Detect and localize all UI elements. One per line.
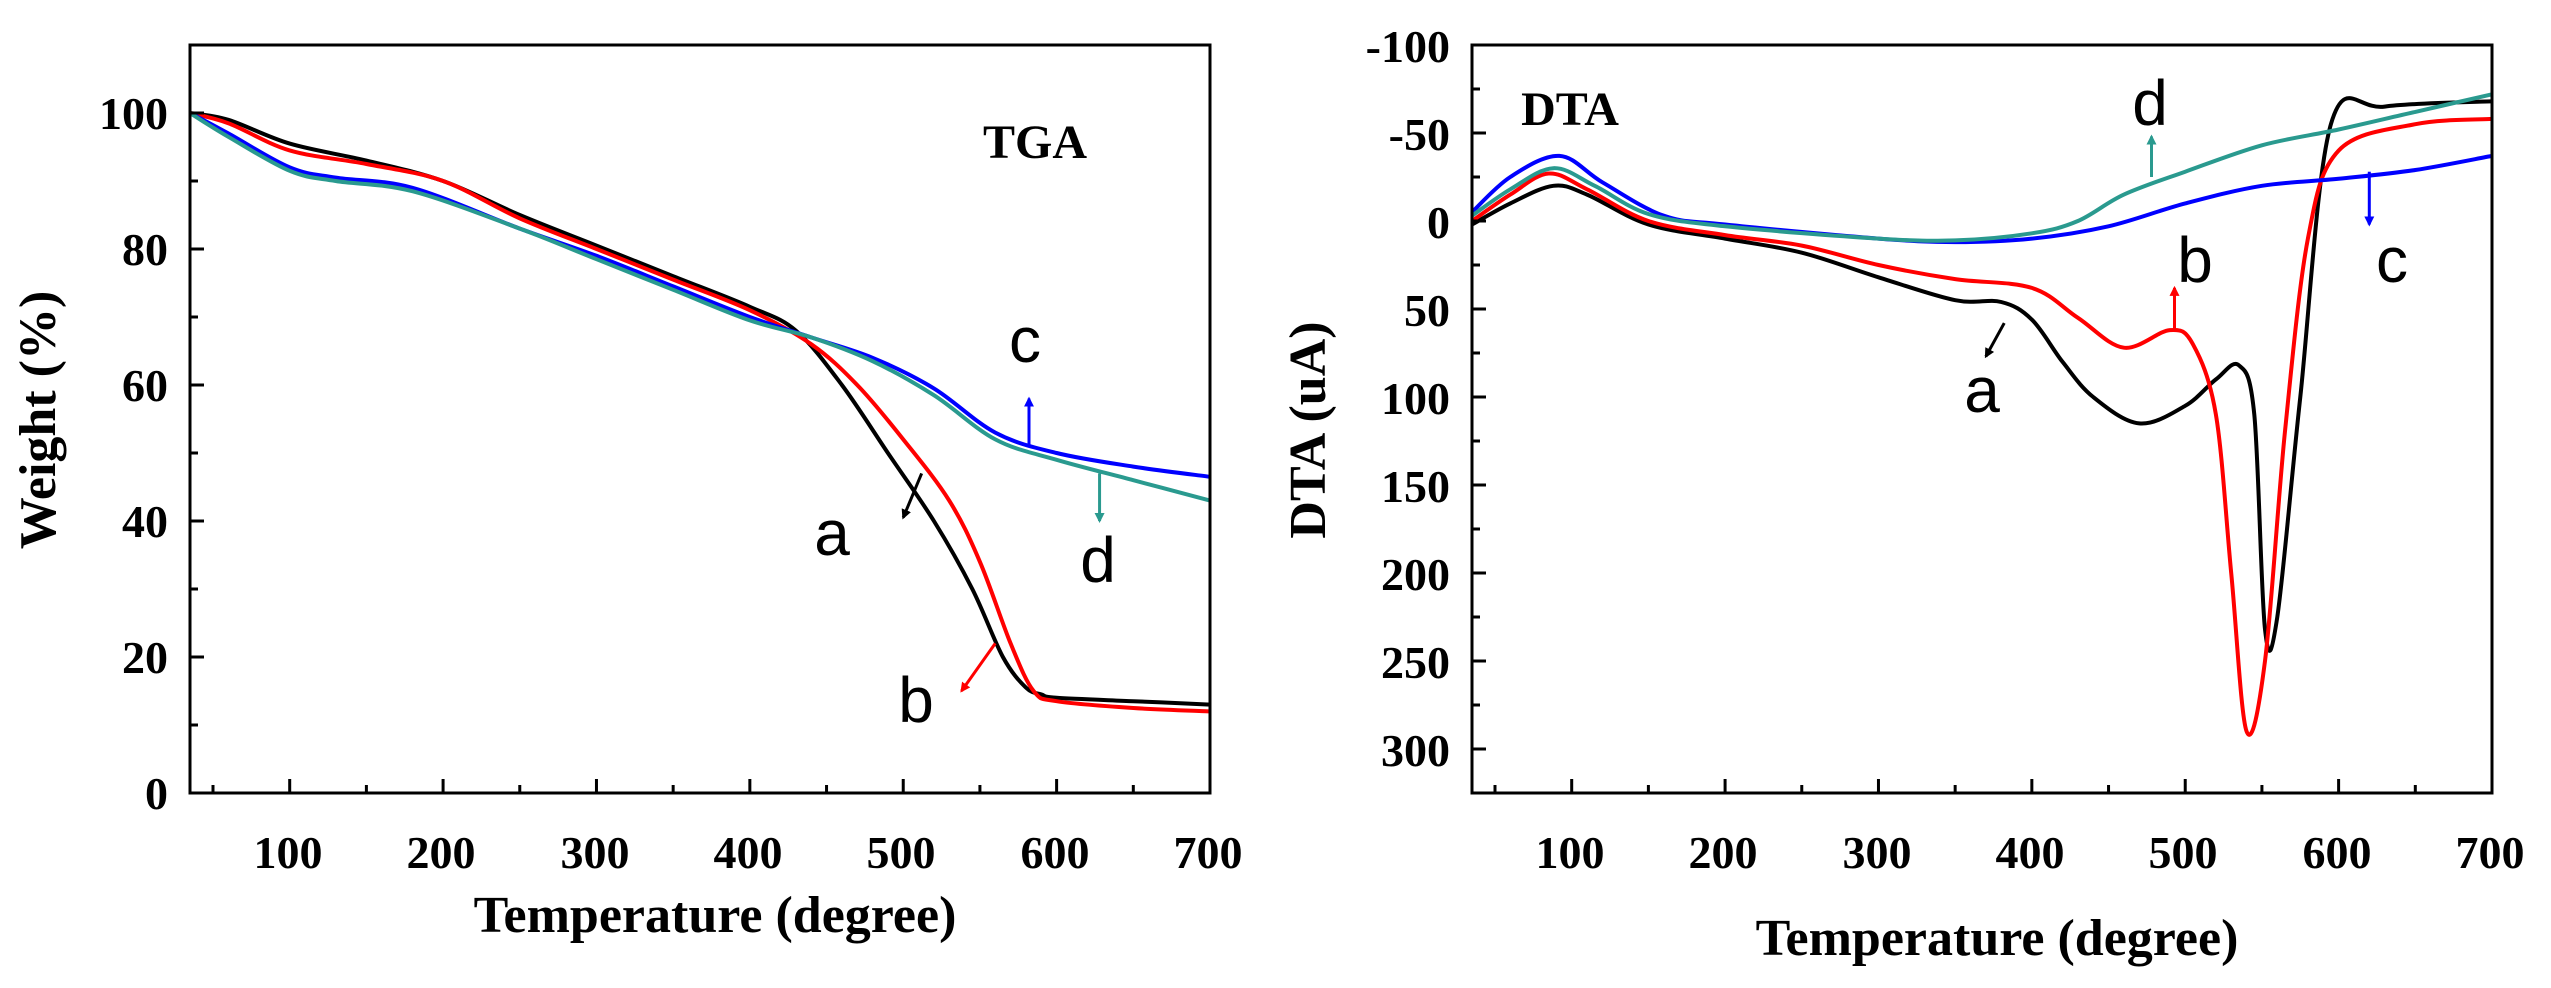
dta-curve-label-c: c bbox=[2376, 224, 2408, 296]
tga-plot-frame bbox=[188, 43, 1212, 795]
dta-curve-label-b: b bbox=[2177, 224, 2213, 296]
dta-panel-title: DTA bbox=[1521, 83, 1619, 136]
dta-tick-marks bbox=[1472, 43, 2494, 795]
tga-x-tick-label: 400 bbox=[714, 827, 783, 878]
tga-curve-label-b: b bbox=[898, 664, 934, 736]
tga-series-c-line bbox=[189, 111, 1211, 479]
tga-curve-label-a: a bbox=[814, 497, 850, 569]
dta-series-b-line bbox=[1470, 116, 2493, 737]
tga-y-tick-label: 60 bbox=[122, 360, 168, 411]
dta-y-tick-label: 0 bbox=[1427, 197, 1450, 248]
dta-y-tick-label: 250 bbox=[1381, 637, 1450, 688]
tga-x-tick-label: 200 bbox=[407, 827, 476, 878]
tga-y-tick-label: 0 bbox=[145, 768, 168, 819]
dta-x-tick-label: 100 bbox=[1536, 827, 1605, 878]
dta-y-tick-label: 300 bbox=[1381, 725, 1450, 776]
dta-x-tick-label: 700 bbox=[2456, 827, 2525, 878]
tga-x-tick-label: 300 bbox=[561, 827, 630, 878]
tga-curve-annotations: c d a b bbox=[814, 304, 1116, 736]
dta-curves bbox=[1470, 92, 2493, 737]
dta-y-tick-label: 100 bbox=[1381, 373, 1450, 424]
dta-plot-frame bbox=[1470, 43, 2494, 795]
dta-y-tick-label: 150 bbox=[1381, 461, 1450, 512]
dta-x-tick-label: 600 bbox=[2303, 827, 2372, 878]
dta-series-d-line bbox=[1470, 92, 2493, 243]
tga-x-tick-label: 500 bbox=[867, 827, 936, 878]
dta-x-tick-label: 400 bbox=[1996, 827, 2065, 878]
dta-y-tick-label: -50 bbox=[1389, 109, 1450, 160]
tga-curve-label-d: d bbox=[1080, 524, 1116, 596]
dta-curve-label-d: d bbox=[2132, 67, 2168, 139]
dta-series-a-line bbox=[1471, 96, 2493, 653]
tga-y-tick-label: 100 bbox=[99, 88, 168, 139]
tga-y-tick-label: 20 bbox=[122, 632, 168, 683]
dta-y-tick-label: -100 bbox=[1366, 21, 1450, 72]
tga-curve-label-c: c bbox=[1009, 304, 1041, 376]
dta-y-tick-label: 200 bbox=[1381, 549, 1450, 600]
dta-curve-label-a: a bbox=[1964, 354, 2000, 426]
dta-panel: 100 200 300 400 500 600 700 -100 -50 0 5… bbox=[1280, 21, 2525, 967]
tga-series-b-line bbox=[189, 111, 1211, 714]
tga-x-tick-label: 700 bbox=[1174, 827, 1243, 878]
tga-panel: 100 200 300 400 500 600 700 0 20 40 60 8… bbox=[10, 43, 1243, 944]
tga-panel-title: TGA bbox=[983, 116, 1087, 169]
tga-series-d-line bbox=[188, 111, 1211, 503]
dta-x-axis-title: Temperature (degree) bbox=[1756, 910, 2239, 967]
tga-x-axis-title: Temperature (degree) bbox=[474, 887, 957, 944]
tga-series-a-line bbox=[189, 111, 1211, 707]
dta-x-tick-label: 300 bbox=[1843, 827, 1912, 878]
tga-y-tick-label: 80 bbox=[122, 224, 168, 275]
tga-x-tick-label: 100 bbox=[254, 827, 323, 878]
tga-annotation-arrow-a bbox=[901, 472, 924, 520]
tga-tick-marks bbox=[190, 43, 1212, 795]
tga-x-tick-label: 600 bbox=[1021, 827, 1090, 878]
dta-curve-annotations: d c b a bbox=[1964, 67, 2408, 426]
tga-y-tick-label: 40 bbox=[122, 496, 168, 547]
dta-x-tick-label: 200 bbox=[1689, 827, 1758, 878]
tga-annotation-arrow-b bbox=[960, 642, 997, 693]
tga-curves bbox=[188, 111, 1211, 714]
dta-y-tick-label: 50 bbox=[1404, 285, 1450, 336]
dta-series-c-line bbox=[1470, 153, 2493, 245]
dta-y-axis-title: DTA (uA) bbox=[1280, 321, 1337, 538]
tga-y-axis-title: Weight (%) bbox=[10, 291, 67, 550]
dta-annotation-arrow-a bbox=[1984, 322, 2006, 359]
dta-x-tick-label: 500 bbox=[2149, 827, 2218, 878]
